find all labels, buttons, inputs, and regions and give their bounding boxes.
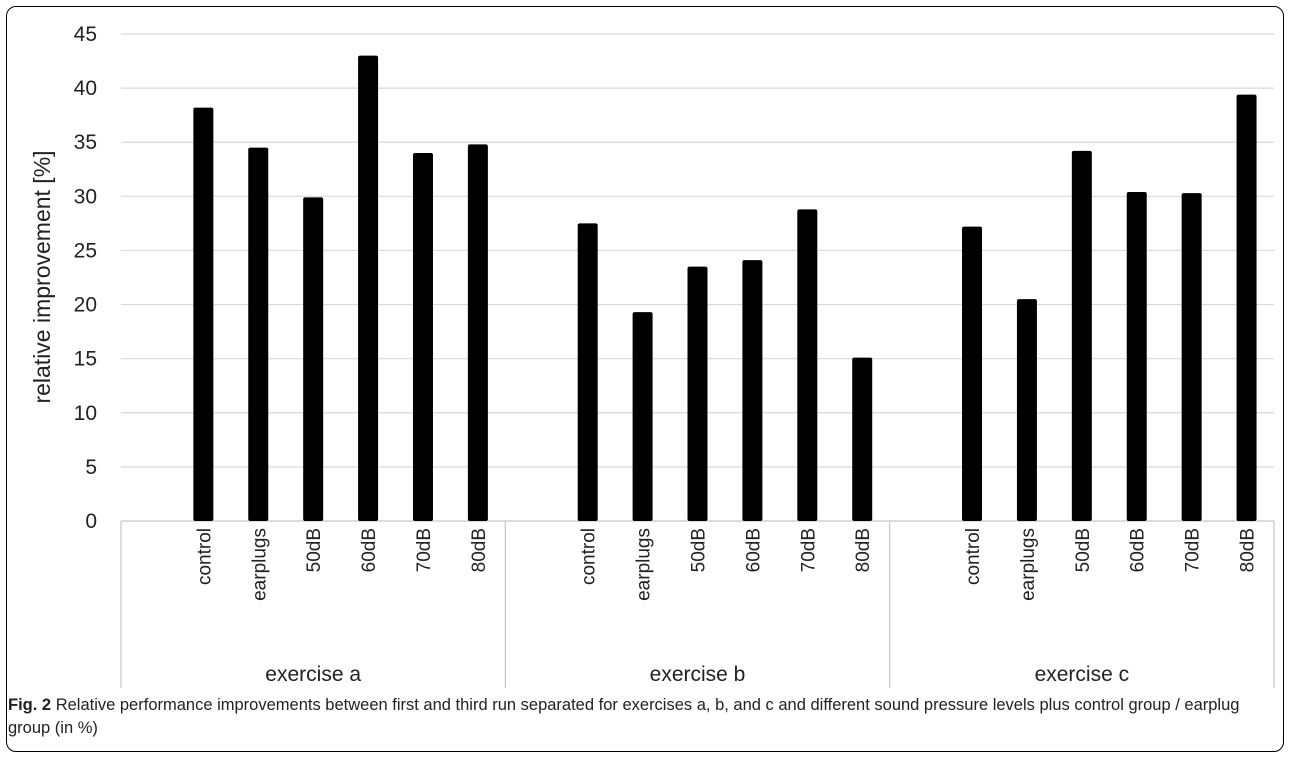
x-tick-label: earplugs bbox=[634, 528, 655, 601]
x-tick-label: 70dB bbox=[798, 528, 819, 572]
bar bbox=[248, 147, 269, 521]
bar bbox=[632, 312, 653, 521]
bar bbox=[1071, 150, 1092, 521]
bar bbox=[358, 55, 379, 522]
x-tick-label: earplugs bbox=[1018, 528, 1039, 601]
x-tick-label: 80dB bbox=[1238, 528, 1259, 572]
x-tick-label: 50dB bbox=[1073, 528, 1094, 572]
caption-label: Fig. 2 bbox=[8, 696, 52, 714]
y-tick-label: 40 bbox=[74, 77, 97, 100]
bar bbox=[303, 197, 324, 521]
y-tick-label: 35 bbox=[74, 131, 97, 154]
x-tick-label: earplugs bbox=[249, 528, 270, 601]
bar bbox=[797, 209, 818, 521]
y-tick-label: 45 bbox=[74, 23, 97, 46]
y-tick-label: 20 bbox=[74, 294, 97, 317]
bar bbox=[412, 153, 433, 522]
bar bbox=[962, 226, 983, 521]
y-axis-label: relative improvement [%] bbox=[29, 150, 55, 403]
bar bbox=[467, 144, 488, 522]
x-tick-label: 70dB bbox=[414, 528, 435, 572]
y-tick-label: 10 bbox=[74, 402, 97, 425]
x-tick-label: 70dB bbox=[1183, 528, 1204, 572]
x-tick-label: 50dB bbox=[304, 528, 325, 572]
group-label: exercise a bbox=[265, 663, 361, 686]
y-tick-label: 15 bbox=[74, 348, 97, 371]
bar bbox=[687, 266, 708, 521]
bar bbox=[1126, 192, 1147, 521]
x-tick-label: 60dB bbox=[743, 528, 764, 572]
y-tick-label: 25 bbox=[74, 239, 97, 262]
y-tick-label: 0 bbox=[85, 510, 97, 533]
bar bbox=[1236, 94, 1257, 522]
y-tick-label: 30 bbox=[74, 185, 97, 208]
x-tick-label: 50dB bbox=[689, 528, 710, 572]
x-tick-label: 80dB bbox=[853, 528, 874, 572]
x-tick-label: control bbox=[579, 528, 600, 585]
figure-frame bbox=[6, 6, 1284, 752]
group-label: exercise c bbox=[1035, 663, 1130, 686]
bar bbox=[852, 357, 873, 521]
group-label: exercise b bbox=[650, 663, 746, 686]
bar bbox=[1181, 193, 1202, 521]
bar bbox=[193, 107, 214, 521]
bar bbox=[742, 260, 763, 521]
x-tick-label: 60dB bbox=[359, 528, 380, 572]
x-tick-label: 60dB bbox=[1128, 528, 1149, 572]
bar bbox=[577, 223, 598, 521]
bar bbox=[1016, 299, 1037, 521]
x-tick-label: control bbox=[194, 528, 215, 585]
x-tick-label: 80dB bbox=[469, 528, 490, 572]
x-tick-label: control bbox=[963, 528, 984, 585]
caption-text: Relative performance improvements betwee… bbox=[8, 696, 1240, 737]
y-tick-label: 5 bbox=[85, 456, 97, 479]
figure-caption: Fig. 2 Relative performance improvements… bbox=[8, 694, 1280, 740]
bar-chart: 0 5 10 15 20 25 30 35 40 45 relative improvement [… bbox=[29, 23, 1275, 688]
